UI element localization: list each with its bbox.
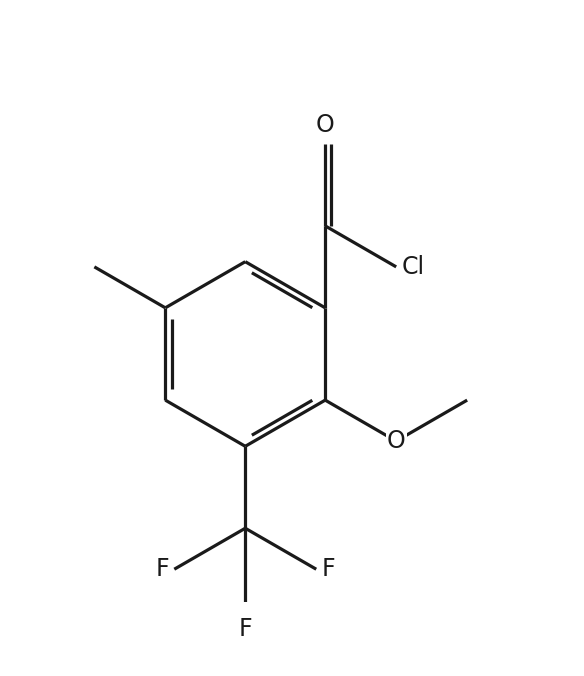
Text: F: F <box>155 557 169 581</box>
Text: F: F <box>238 617 252 641</box>
Text: O: O <box>316 113 335 137</box>
Text: F: F <box>322 557 335 581</box>
Text: O: O <box>387 429 405 453</box>
Text: Cl: Cl <box>402 255 425 279</box>
